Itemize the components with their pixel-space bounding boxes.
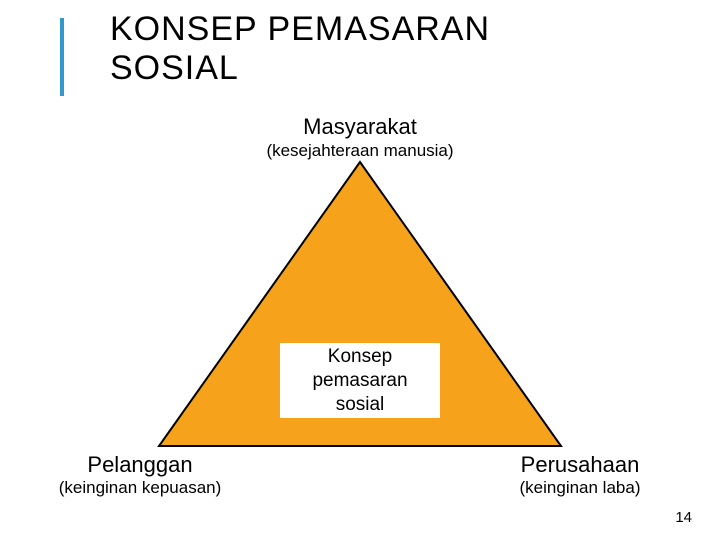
right-main: Perusahaan: [480, 452, 680, 478]
right-corner-label: Perusahaan (keinginan laba): [480, 452, 680, 498]
right-sub: (keinginan laba): [480, 478, 680, 498]
center-line1: Konsep: [280, 345, 440, 369]
title-line1: KONSEP PEMASARAN: [110, 10, 490, 48]
apex-label-sub: (kesejahteraan manusia): [0, 141, 720, 161]
center-line3: sosial: [280, 393, 440, 417]
title-accent-bar: [60, 18, 64, 96]
apex-label-main: Masyarakat: [0, 114, 720, 140]
center-line2: pemasaran: [280, 369, 440, 393]
page-title: KONSEP PEMASARAN SOSIAL: [110, 10, 490, 88]
left-main: Pelanggan: [40, 452, 240, 478]
left-sub: (keinginan kepuasan): [40, 478, 240, 498]
left-corner-label: Pelanggan (keinginan kepuasan): [40, 452, 240, 498]
title-line2: SOSIAL: [110, 49, 239, 87]
center-label-box: Konsep pemasaran sosial: [280, 343, 440, 418]
page-number: 14: [675, 509, 692, 526]
